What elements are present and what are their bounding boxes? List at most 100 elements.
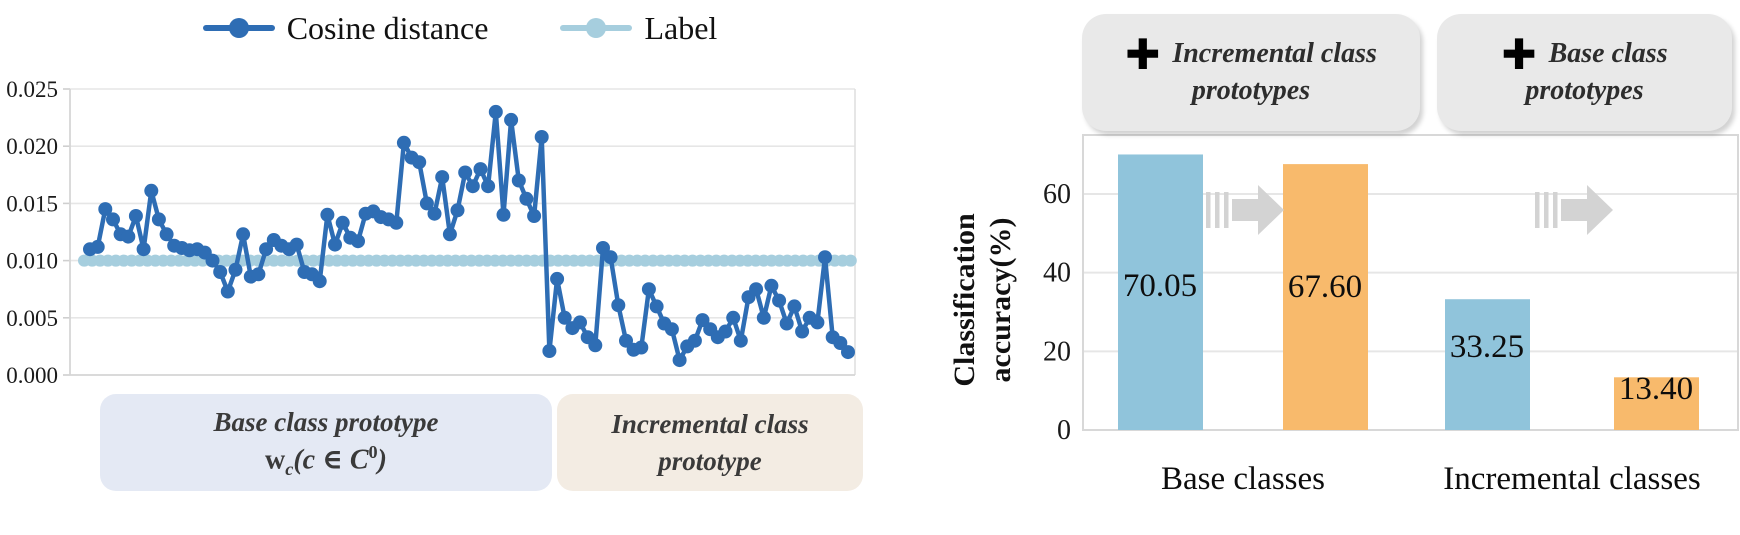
cosine-distance-marker	[228, 262, 243, 277]
cosine-distance-marker	[151, 212, 166, 227]
cosine-distance-marker	[442, 227, 457, 242]
cosine-distance-marker	[718, 324, 733, 339]
cosine-distance-marker	[733, 333, 748, 348]
cosine-distance-marker	[481, 179, 496, 194]
y-tick-label: 20	[1043, 336, 1071, 367]
cosine-distance-marker	[527, 209, 542, 223]
cosine-distance-marker	[557, 310, 572, 325]
cosine-distance-marker	[649, 299, 664, 314]
cosine-distance-marker	[473, 162, 488, 177]
cosine-distance-marker	[534, 130, 549, 144]
cosine-distance-marker	[128, 209, 143, 223]
cosine-distance-marker	[756, 310, 771, 325]
legend-item-cosine-distance: Cosine distance	[202, 10, 489, 46]
y-tick-label: 60	[1043, 179, 1071, 210]
cosine-distance-marker	[144, 183, 159, 198]
callout-1-text-line2: prototypes	[1191, 74, 1311, 106]
cosine-distance-marker	[634, 340, 649, 355]
cosine-distance-marker	[121, 229, 136, 244]
bar	[1118, 154, 1203, 430]
cosine-distance-marker	[588, 338, 603, 353]
plot-border	[1082, 134, 1739, 431]
cosine-distance-marker	[795, 324, 810, 339]
plus-icon: ✚	[1501, 29, 1537, 79]
region-box-base-math-label: wc(c ∈ C0)	[265, 441, 387, 479]
x-category-label: Base classes	[1161, 461, 1325, 497]
cosine-distance-marker	[726, 310, 741, 325]
cosine-distance-marker	[320, 207, 335, 222]
cosine-distance-marker	[810, 315, 825, 330]
cosine-distance-marker	[779, 316, 794, 331]
cosine-distance-marker	[603, 250, 618, 265]
cosine-distance-marker	[573, 315, 587, 330]
cosine-distance-marker	[312, 274, 327, 289]
cosine-distance-marker	[427, 206, 442, 221]
bar	[1614, 377, 1699, 430]
cosine-distance-marker	[458, 165, 473, 180]
cosine-distance-marker	[106, 212, 120, 227]
y-tick-label: 0.010	[6, 249, 58, 274]
arrow-tail-stripe	[1224, 192, 1229, 228]
arrow-tail-stripe	[1544, 192, 1549, 228]
y-tick-label: 0.020	[6, 134, 58, 159]
cosine-distance-marker	[213, 265, 228, 279]
cosine-distance-marker	[496, 207, 511, 222]
legend-label-cosine-distance: Cosine distance	[286, 10, 489, 46]
arrow-right-icon	[1206, 185, 1284, 235]
arrow-head	[1258, 185, 1284, 235]
cosine-distance-marker	[664, 322, 679, 337]
cosine-distance-marker	[542, 344, 557, 358]
y-tick-label: 0.000	[6, 363, 58, 388]
arrow-body	[1561, 199, 1587, 221]
y-tick-label: 0.005	[6, 306, 58, 331]
cosine-distance-line-swatch-icon	[202, 17, 275, 39]
y-tick-label: 40	[1043, 258, 1071, 289]
cosine-distance-marker	[611, 298, 626, 313]
legend-item-label: Label	[560, 12, 717, 44]
label-line-swatch-icon	[560, 17, 633, 39]
cosine-distance-marker	[220, 284, 235, 299]
cosine-distance-marker	[672, 353, 687, 368]
arrow-tail-stripe	[1206, 192, 1211, 228]
bar	[1445, 299, 1530, 430]
cosine-distance-marker	[90, 239, 105, 254]
cosine-distance-marker	[695, 313, 710, 328]
cosine-distance-marker	[435, 170, 450, 185]
cosine-distance-marker	[98, 202, 113, 217]
cosine-distance-marker	[465, 179, 480, 194]
cosine-distance-marker	[841, 345, 855, 360]
cosine-distance-marker	[289, 237, 304, 252]
cosine-distance-marker	[136, 242, 151, 257]
region-box-base-class-prototype: Base class prototype wc(c ∈ C0)	[100, 394, 552, 491]
bar	[1283, 164, 1368, 430]
cosine-distance-line-chart: 0.025 0.020 0.015 0.010 0.005 0.000	[6, 77, 858, 388]
line-chart-legend: Cosine distance Label	[60, 12, 860, 44]
bar-value-label: 33.25	[1450, 329, 1524, 365]
cosine-distance-marker	[749, 282, 764, 297]
region-box-incremental-class-prototype: Incremental class prototype	[557, 394, 863, 491]
cosine-distance-marker	[335, 215, 350, 230]
cosine-distance-marker	[504, 112, 519, 127]
bar-value-label: 67.60	[1288, 269, 1362, 305]
cosine-distance-marker	[772, 293, 787, 308]
callout-2-text-line1: Base class	[1548, 38, 1668, 70]
cosine-distance-marker	[351, 234, 365, 249]
cosine-distance-marker	[251, 267, 266, 282]
cosine-distance-marker	[412, 155, 427, 170]
cosine-distance-marker	[641, 282, 656, 297]
arrow-tail-stripe	[1535, 192, 1540, 228]
legend-label-label: Label	[644, 10, 718, 46]
cosine-distance-marker	[205, 253, 220, 268]
cosine-distance-marker	[511, 173, 526, 188]
arrow-right-icon	[1535, 185, 1613, 235]
callout-2-text-line2: prototypes	[1525, 74, 1644, 106]
cosine-distance-marker	[236, 227, 251, 242]
cosine-distance-marker	[419, 196, 434, 211]
arrow-tail-stripe	[1553, 192, 1558, 228]
cosine-distance-marker	[488, 104, 503, 119]
callout-incremental-class-prototypes: ✚ Incremental class prototypes	[1082, 14, 1420, 131]
cosine-distance-marker	[450, 203, 465, 218]
cosine-distance-marker	[787, 299, 802, 314]
cosine-distance-marker	[687, 333, 702, 348]
